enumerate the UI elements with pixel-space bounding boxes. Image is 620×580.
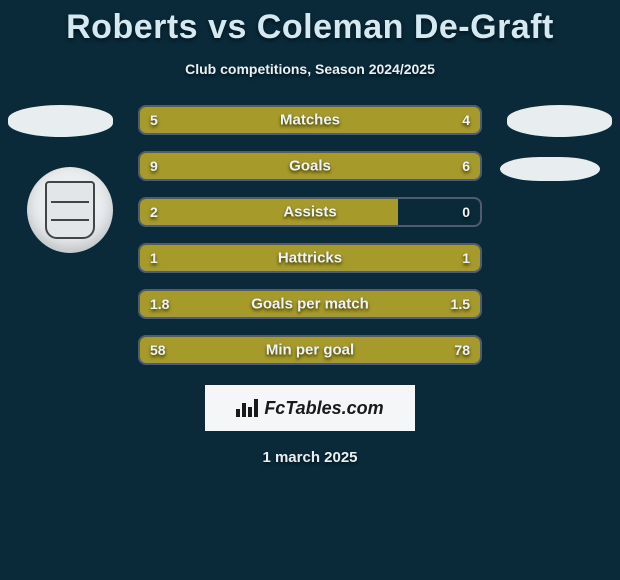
stat-value-left: 9 <box>150 158 158 174</box>
player1-avatar-placeholder <box>8 105 113 137</box>
stat-value-left: 58 <box>150 342 166 358</box>
stat-value-right: 1 <box>462 250 470 266</box>
stat-bar-right <box>329 107 480 133</box>
stat-value-right: 1.5 <box>451 296 470 312</box>
page-title: Roberts vs Coleman De-Graft <box>0 0 620 47</box>
stat-label: Assists <box>283 204 336 221</box>
brand-text: FcTables.com <box>264 398 383 419</box>
crest-shield-icon <box>45 181 95 239</box>
stat-bar-right <box>344 153 480 179</box>
stat-value-right: 0 <box>462 204 470 220</box>
subtitle: Club competitions, Season 2024/2025 <box>0 61 620 77</box>
stat-value-left: 1.8 <box>150 296 169 312</box>
stat-label: Hattricks <box>278 250 342 267</box>
stat-value-right: 78 <box>454 342 470 358</box>
stat-value-right: 6 <box>462 158 470 174</box>
stat-bar-left <box>140 199 398 225</box>
bar-chart-icon <box>236 399 258 417</box>
stat-row: 1 1 Hattricks <box>138 243 482 273</box>
stat-value-left: 5 <box>150 112 158 128</box>
stat-label: Matches <box>280 112 340 129</box>
stat-row: 5 4 Matches <box>138 105 482 135</box>
footer-date: 1 march 2025 <box>0 449 620 466</box>
stat-row: 2 0 Assists <box>138 197 482 227</box>
comparison-chart: 54Matches96Goals20Assists11Hattricks1.81… <box>0 105 620 466</box>
stat-row: 1.8 1.5 Goals per match <box>138 289 482 319</box>
player2-avatar-placeholder <box>507 105 612 137</box>
stat-value-left: 1 <box>150 250 158 266</box>
stat-value-left: 2 <box>150 204 158 220</box>
stat-label: Goals per match <box>251 296 369 313</box>
stat-row: 9 6 Goals <box>138 151 482 181</box>
stat-row: 58 78 Min per goal <box>138 335 482 365</box>
stat-label: Min per goal <box>266 342 354 359</box>
stat-label: Goals <box>289 158 331 175</box>
stat-value-right: 4 <box>462 112 470 128</box>
bars-container: 54Matches96Goals20Assists11Hattricks1.81… <box>138 105 482 365</box>
brand-badge: FcTables.com <box>205 385 415 431</box>
player2-club-placeholder <box>500 157 600 181</box>
player1-club-crest <box>27 167 113 253</box>
